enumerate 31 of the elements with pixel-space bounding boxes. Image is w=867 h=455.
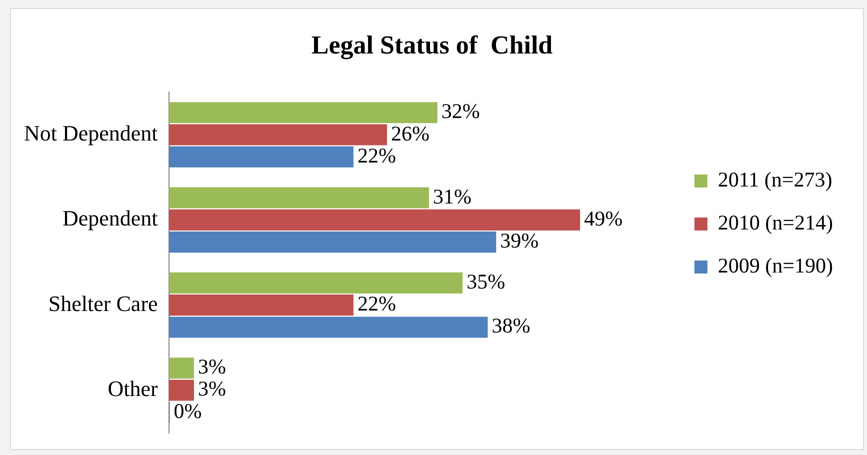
legend-label: 2009 (n=190)	[718, 254, 834, 278]
y-tick-label: Dependent	[62, 206, 158, 231]
bar	[168, 102, 438, 124]
y-tick-label: Not Dependent	[24, 120, 158, 146]
data-label: 26%	[391, 121, 430, 146]
data-label: 32%	[441, 99, 480, 124]
bar	[168, 232, 496, 253]
bar	[168, 272, 463, 294]
chart-title: Legal Status of Child	[311, 30, 554, 60]
y-tick-label: Other	[108, 376, 158, 402]
bar	[168, 209, 580, 230]
bar	[168, 124, 388, 146]
bar	[168, 146, 354, 168]
data-label: 49%	[584, 206, 623, 230]
data-label: 3%	[198, 376, 226, 401]
legend-label: 2011 (n=273)	[718, 168, 832, 192]
data-label: 0%	[174, 398, 202, 423]
y-tick-label: Shelter Care	[48, 290, 158, 316]
data-label: 38%	[492, 314, 530, 338]
data-label: 3%	[198, 354, 226, 379]
data-label: 35%	[466, 269, 506, 294]
legend-label: 2010 (n=214)	[718, 210, 834, 235]
bar	[168, 380, 194, 401]
data-label: 39%	[500, 228, 539, 253]
bar	[168, 294, 354, 316]
data-label: 22%	[357, 143, 396, 168]
data-label: 22%	[357, 292, 396, 316]
bar	[168, 316, 488, 338]
data-label: 31%	[433, 184, 472, 208]
bar	[168, 358, 194, 379]
bar	[168, 187, 429, 208]
